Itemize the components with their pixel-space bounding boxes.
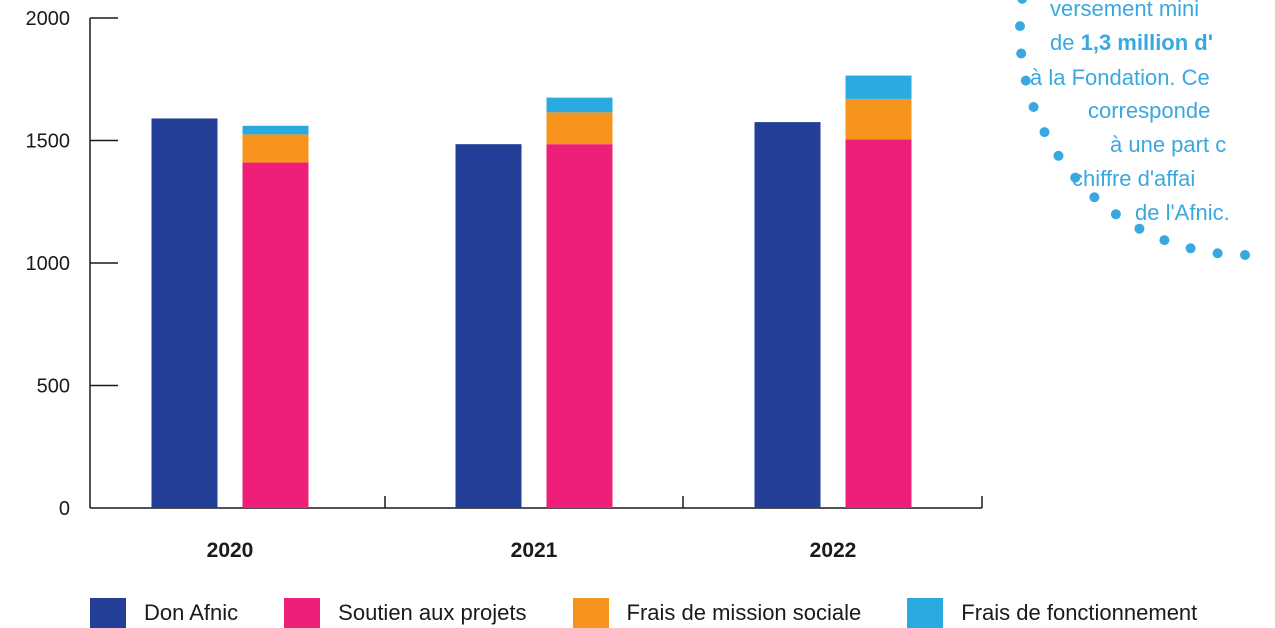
legend: Don Afnic Soutien aux projets Frais de mis…: [90, 598, 1197, 628]
note-line: à une part c: [1110, 132, 1226, 157]
bar-frais-de-fonctionnement-2021: [546, 97, 613, 113]
note-segment: de: [1050, 30, 1081, 55]
decoration-dot: [1110, 209, 1121, 220]
x-category-label: 2022: [810, 539, 857, 562]
bar-don-afnic-2020: [151, 118, 218, 508]
decoration-dot: [1185, 243, 1196, 254]
x-category-label: 2021: [511, 539, 558, 562]
decoration-dot: [1017, 0, 1028, 4]
note-text: versement mini de 1,3 million d' à la Fond…: [1030, 0, 1230, 225]
bar-soutien-aux-projets-2021: [546, 144, 613, 509]
bar-frais-de-mission-sociale-2022: [845, 98, 912, 140]
y-tick-label: 1000: [26, 253, 71, 275]
legend-swatch: [90, 598, 126, 628]
note-line: versement mini: [1050, 0, 1199, 21]
decoration-dot: [1039, 127, 1050, 138]
note-line: de 1,3 million d': [1050, 30, 1213, 55]
y-tick-label: 1500: [26, 131, 71, 153]
legend-swatch: [284, 598, 321, 628]
y-tick-label: 2000: [26, 8, 71, 30]
legend-label: Frais de fonctionnement: [961, 600, 1198, 625]
legend-item: Don Afnic: [90, 598, 238, 628]
decoration-dot: [1134, 223, 1145, 234]
legend-swatch: [572, 598, 609, 628]
bar-frais-de-mission-sociale-2020: [242, 134, 309, 163]
note-segment: 1,3 million d': [1081, 30, 1213, 55]
decoration-dot: [1159, 235, 1170, 246]
legend-label: Frais de mission sociale: [626, 600, 862, 625]
dotted-circle-decoration: [1015, 0, 1250, 260]
decoration-dot: [1070, 172, 1081, 183]
chart: versement mini de 1,3 million d' à la Fond…: [26, 0, 1250, 562]
y-tick-label: 500: [37, 376, 70, 398]
note-segment: à la Fondation. Ce: [1030, 65, 1210, 90]
note-line: de l'Afnic.: [1135, 200, 1230, 225]
decoration-dot: [1053, 150, 1064, 161]
legend-item: Frais de mission sociale: [572, 598, 862, 628]
note-line: corresponde: [1088, 98, 1210, 123]
note-segment: à une part c: [1110, 132, 1226, 157]
legend-item: Frais de fonctionnement: [907, 598, 1197, 628]
decoration-dot: [1212, 248, 1223, 259]
bar-frais-de-fonctionnement-2020: [242, 125, 309, 135]
bar-soutien-aux-projets-2022: [845, 139, 912, 508]
bar-don-afnic-2021: [455, 144, 522, 509]
note-line: à la Fondation. Ce: [1030, 65, 1210, 90]
decoration-dot: [1028, 102, 1039, 112]
decoration-dot: [1240, 250, 1250, 260]
bar-frais-de-mission-sociale-2021: [546, 112, 613, 145]
bar-soutien-aux-projets-2020: [242, 162, 309, 509]
decoration-dot: [1016, 48, 1027, 59]
bar-frais-de-fonctionnement-2022: [845, 75, 912, 99]
y-tick-labels: 0 500 1000 1500 2000: [26, 8, 71, 520]
category-labels: 2020 2021 2022: [207, 539, 857, 562]
decoration-dot: [1015, 21, 1025, 32]
legend-item: Soutien aux projets: [284, 598, 527, 628]
bar-don-afnic-2022: [754, 122, 821, 508]
legend-label: Soutien aux projets: [338, 600, 527, 625]
decoration-dot: [1020, 75, 1031, 86]
y-tick-label: 0: [59, 498, 70, 520]
axes: [89, 17, 983, 509]
note-segment: versement mini: [1050, 0, 1199, 21]
note-line: chiffre d'affai: [1072, 166, 1195, 191]
decoration-dot: [1089, 192, 1100, 203]
bars: [151, 75, 912, 509]
legend-label: Don Afnic: [144, 600, 239, 625]
x-category-label: 2020: [207, 539, 254, 562]
legend-swatch: [907, 598, 944, 628]
note-segment: corresponde: [1088, 98, 1210, 123]
note-segment: chiffre d'affai: [1072, 166, 1195, 191]
note-segment: de l'Afnic.: [1135, 200, 1230, 225]
